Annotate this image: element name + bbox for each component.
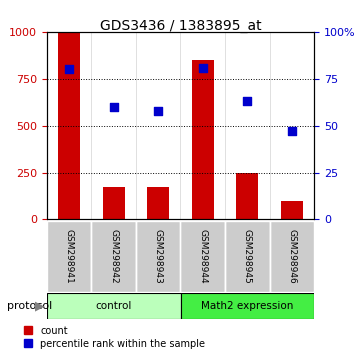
Bar [270, 221, 314, 292]
Text: protocol: protocol [7, 301, 52, 311]
Bar [180, 293, 314, 319]
Point [155, 108, 161, 114]
Text: GSM298946: GSM298946 [287, 229, 296, 284]
Text: GSM298943: GSM298943 [154, 229, 163, 284]
Point [111, 104, 117, 110]
Point [66, 67, 72, 72]
Text: GSM298941: GSM298941 [65, 229, 74, 284]
Bar [236, 172, 258, 219]
Text: ▶: ▶ [35, 299, 45, 312]
Bar [147, 187, 169, 219]
Legend: count, percentile rank within the sample: count, percentile rank within the sample [23, 326, 205, 349]
Bar [47, 293, 180, 319]
Point [244, 98, 250, 104]
Bar [58, 32, 80, 219]
Bar [91, 221, 136, 292]
Bar [280, 201, 303, 219]
Text: control: control [96, 301, 132, 311]
Point [289, 129, 295, 134]
Bar [136, 221, 180, 292]
Bar [180, 221, 225, 292]
Point [200, 65, 206, 70]
Text: GSM298944: GSM298944 [198, 229, 207, 284]
Text: GDS3436 / 1383895_at: GDS3436 / 1383895_at [100, 19, 261, 34]
Bar [192, 60, 214, 219]
Text: Math2 expression: Math2 expression [201, 301, 293, 311]
Bar [47, 221, 91, 292]
Bar [225, 221, 270, 292]
Text: GSM298945: GSM298945 [243, 229, 252, 284]
Bar [103, 187, 125, 219]
Text: GSM298942: GSM298942 [109, 229, 118, 284]
